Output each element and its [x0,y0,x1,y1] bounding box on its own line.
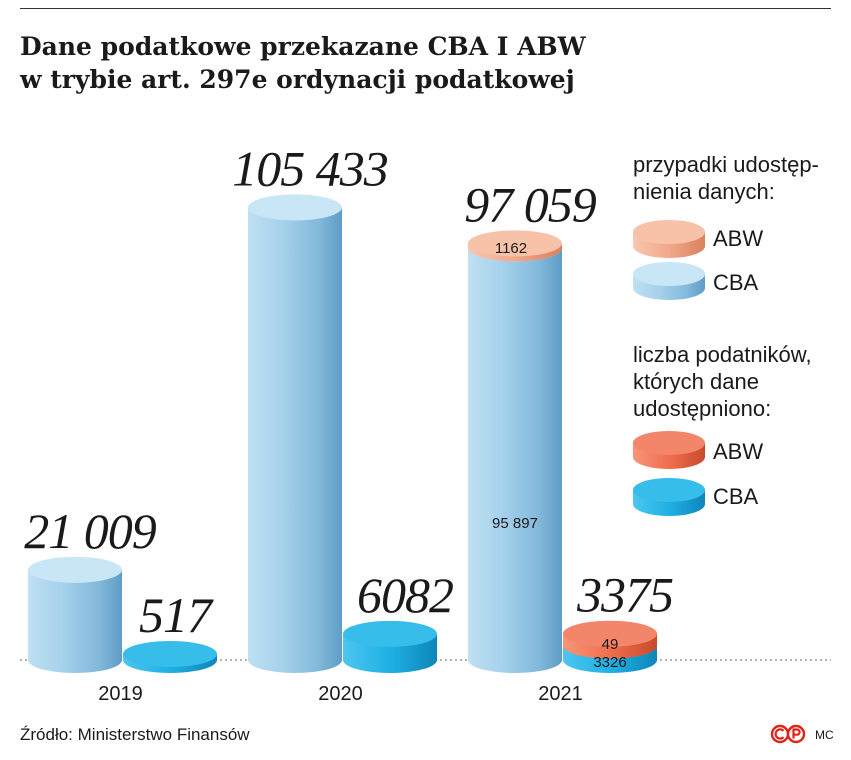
legend-label-taxpayers-abw: ABW [713,439,763,464]
x-tick-label-2020: 2020 [318,683,363,705]
inner-label-cases-cba: 95 897 [492,515,538,532]
inner-label-cases-abw: 1162 [495,240,527,257]
inner-label-taxpayers-abw: 49 [602,636,619,653]
value-label-taxpayers-2021: 3375 [576,567,673,623]
labels-layer: 21 009 517 2019 105 433 6082 2020 97 059 3375 20… [24,140,674,705]
value-label-cases-2020: 105 433 [232,140,388,196]
legend-group2-heading-line-3: udostępniono: [633,396,771,421]
top-rule [20,8,831,9]
legend-group2-heading-line-2: których dane [633,369,759,394]
legend-swatch-taxpayers-abw-top [633,431,705,455]
bar-cases-cba-2021 [468,235,562,674]
bar-cases-abw-2021 [468,230,562,262]
x-tick-label-2019: 2019 [98,683,143,705]
bar-taxpayers-cba-2020 [343,620,437,673]
value-label-cases-2019: 21 009 [24,503,157,559]
bar-cases-cba-2021-body [468,248,562,674]
legend-swatch-cases-abw-top [633,220,705,244]
value-label-taxpayers-2019: 517 [139,587,214,643]
bar-cases-cba-2019-top [28,556,122,583]
cp-logo-icon [770,724,806,744]
value-label-cases-2021: 97 059 [464,176,597,232]
x-tick-label-2021: 2021 [538,683,583,705]
legend: przypadki udostęp-nienia danych: ABW CBA li… [633,152,819,516]
title-line-2: w trybie art. 297e ordynacji podatkowej [20,65,575,94]
bar-cases-cba-2020-top [248,194,342,221]
value-label-taxpayers-2020: 6082 [357,567,453,623]
bar-cases-cba-2019 [28,556,122,673]
bar-taxpayers-cba-2019-top [123,641,217,667]
legend-label-cases-abw: ABW [713,226,763,251]
title-line-1: Dane podatkowe przekazane CBA I ABW [20,32,586,61]
legend-swatch-taxpayers-cba-top [633,478,705,502]
legend-group1-heading-line-2: nienia danych: [633,179,775,204]
legend-swatch-cases-abw [633,220,705,258]
author-initials: MC [815,728,834,742]
legend-swatch-cases-cba-top [633,262,705,286]
legend-group1-heading-line-1: przypadki udostęp- [633,152,819,177]
legend-swatch-taxpayers-cba [633,478,705,516]
inner-label-taxpayers-cba: 3326 [593,654,626,671]
legend-label-taxpayers-cba: CBA [713,484,759,509]
bar-cases-abw-2021-top [468,230,562,257]
legend-swatch-cases-cba [633,262,705,300]
bar-taxpayers-cba-2020-top [343,620,437,647]
bar-cases-cba-2019-body [28,569,122,673]
bars-layer [28,194,657,674]
bar-cases-cba-2020-body [248,207,342,673]
bar-cases-cba-2020 [248,194,342,673]
legend-label-cases-cba: CBA [713,270,759,295]
legend-group2-heading-line-1: liczba podatników, [633,342,812,367]
legend-swatch-taxpayers-abw [633,431,705,469]
bar-taxpayers-abw-2021-top [563,620,657,647]
source-note: Źródło: Ministerstwo Finansów [20,725,250,744]
bar-taxpayers-cba-2019 [123,641,217,673]
chart-title: Dane podatkowe przekazane CBA I ABW w tr… [20,30,780,96]
bar-taxpayers-abw-2021 [563,620,657,659]
